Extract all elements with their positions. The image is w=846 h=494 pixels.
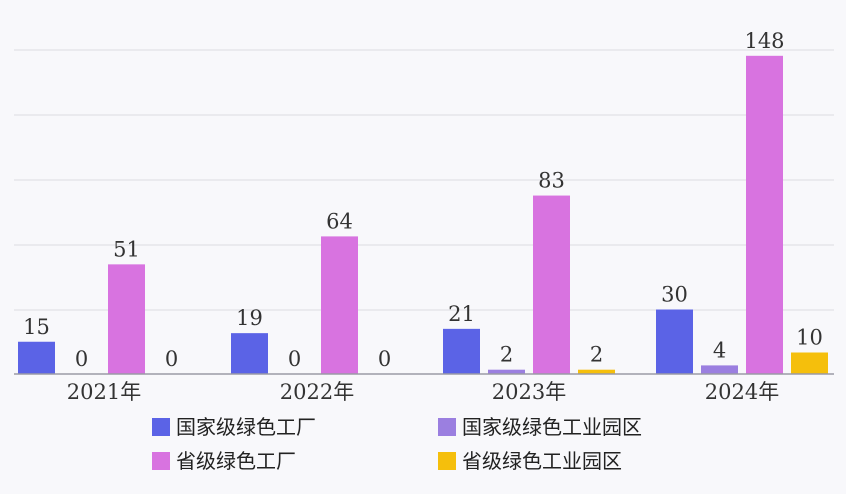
data-label: 0 [288, 347, 301, 371]
bar [656, 309, 693, 374]
legend-item: 省级绿色工业园区 [438, 449, 622, 473]
bar [231, 333, 268, 374]
bar [321, 236, 358, 374]
bar [533, 195, 570, 374]
bar [443, 328, 480, 374]
legend-label: 国家级绿色工厂 [176, 415, 316, 439]
x-tick-label: 2022年 [280, 380, 354, 404]
data-label: 0 [165, 347, 178, 371]
legend-swatch [438, 418, 456, 436]
legend-label: 省级绿色工业园区 [462, 449, 622, 473]
data-label: 21 [448, 302, 475, 326]
data-label: 64 [326, 209, 353, 233]
legend-item: 国家级绿色工厂 [152, 415, 316, 439]
data-label: 2 [500, 343, 513, 367]
data-label: 30 [661, 283, 688, 307]
bar [746, 55, 783, 375]
x-tick-label: 2024年 [705, 380, 779, 404]
legend-swatch [438, 452, 456, 470]
data-label: 10 [796, 326, 823, 350]
legend-item: 省级绿色工厂 [152, 449, 296, 473]
data-label: 15 [23, 315, 50, 339]
bars [18, 55, 828, 375]
data-label: 51 [113, 237, 140, 261]
data-label: 0 [378, 347, 391, 371]
data-label: 4 [713, 338, 726, 362]
data-label: 2 [590, 343, 603, 367]
data-label: 0 [75, 347, 88, 371]
legend-swatch [152, 452, 170, 470]
bar [701, 365, 738, 374]
x-axis: 2021年 2022年 2023年 2024年 [14, 373, 834, 404]
bar [791, 352, 828, 374]
bar [488, 369, 525, 374]
legend-label: 省级绿色工厂 [176, 449, 296, 473]
data-label: 83 [538, 169, 565, 193]
legend-label: 国家级绿色工业园区 [462, 415, 642, 439]
bar [18, 341, 55, 374]
legend-item: 国家级绿色工业园区 [438, 415, 642, 439]
gridlines [14, 49, 834, 311]
x-tick-label: 2023年 [492, 380, 566, 404]
x-tick-label: 2021年 [67, 380, 141, 404]
data-label: 148 [744, 29, 784, 53]
bar [108, 264, 145, 374]
bar [578, 369, 615, 374]
legend-swatch [152, 418, 170, 436]
data-label: 19 [236, 306, 263, 330]
data-labels: 15 0 51 0 19 0 64 0 21 2 83 2 30 4 148 10 [23, 29, 823, 371]
